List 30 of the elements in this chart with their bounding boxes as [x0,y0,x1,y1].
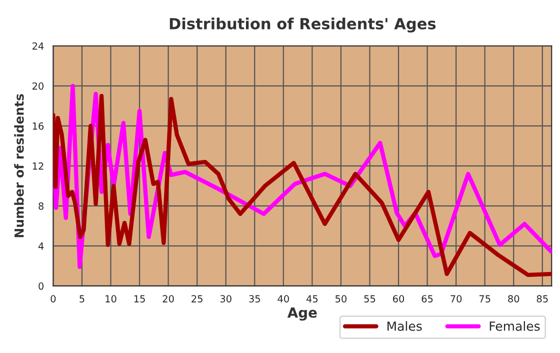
x-tick-label: 30 [220,295,232,302]
y-tick-label: 4 [38,242,44,250]
x-tick-label: 60 [393,295,404,302]
y-tick-label: 0 [38,282,44,290]
x-tick-label: 75 [479,295,490,302]
legend-label: Females [490,321,540,331]
y-tick-label: 16 [32,122,44,130]
y-tick-label: 12 [32,162,44,170]
x-tick-label: 45 [306,295,318,302]
x-tick-label: 5 [80,295,84,302]
x-tick-label: 15 [134,295,145,302]
x-axis-title: Age [287,307,317,321]
x-tick-label: 20 [162,295,174,302]
x-tick-label: 80 [508,295,520,302]
x-tick-label: 70 [450,295,462,302]
x-tick-label: 55 [364,295,376,302]
legend-label: Males [388,321,422,331]
y-tick-label: 24 [32,42,44,50]
x-tick-label: 85 [536,295,548,302]
x-tick-label: 0 [50,295,56,302]
y-axis-title: Number of residents [14,94,24,238]
x-tick-label: 35 [249,295,260,302]
x-tick-label: 40 [278,295,289,302]
y-tick-label: 8 [38,202,44,210]
x-tick-label: 50 [336,295,346,302]
x-tick-label: 65 [422,295,433,302]
y-tick-label: 20 [32,82,44,90]
x-tick-label: 25 [192,295,202,302]
chart-title: Distribution of Residents' Ages [170,18,436,33]
x-tick-label: 10 [106,295,116,302]
